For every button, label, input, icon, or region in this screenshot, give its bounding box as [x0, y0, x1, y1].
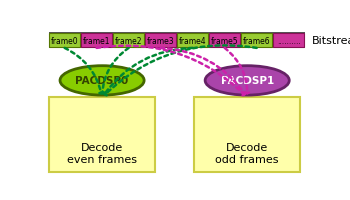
Bar — [210, 34, 240, 48]
Bar — [49, 98, 155, 172]
Bar — [49, 33, 305, 49]
Text: ..........: .......... — [277, 36, 301, 45]
Bar — [273, 34, 304, 48]
Bar — [241, 34, 272, 48]
Text: frame0: frame0 — [51, 36, 78, 45]
Bar — [177, 34, 208, 48]
Text: PACDSP0: PACDSP0 — [76, 76, 129, 86]
Bar — [194, 98, 300, 172]
Bar — [113, 34, 144, 48]
Text: PACDSP1: PACDSP1 — [220, 76, 274, 86]
Text: Decode
even frames: Decode even frames — [67, 143, 137, 164]
Text: frame1: frame1 — [83, 36, 110, 45]
Text: Decode
odd frames: Decode odd frames — [216, 143, 279, 164]
Text: frame3: frame3 — [147, 36, 174, 45]
Bar — [146, 34, 176, 48]
Bar — [49, 34, 80, 48]
Text: frame6: frame6 — [243, 36, 271, 45]
Bar — [82, 34, 112, 48]
Text: frame4: frame4 — [179, 36, 206, 45]
Ellipse shape — [60, 66, 144, 96]
Text: frame2: frame2 — [115, 36, 142, 45]
Text: frame5: frame5 — [211, 36, 238, 45]
Text: Bitstream: Bitstream — [312, 36, 350, 46]
Ellipse shape — [205, 66, 289, 96]
